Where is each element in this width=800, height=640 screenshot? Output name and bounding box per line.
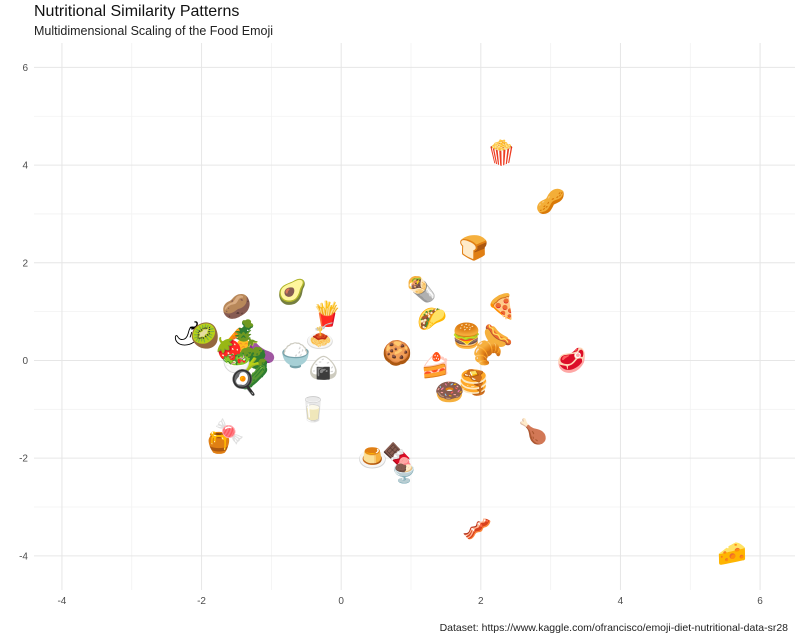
emoji-point-cookie: 🍪	[382, 339, 412, 367]
x-tick-label: -4	[57, 596, 66, 607]
chart-subtitle: Multidimensional Scaling of the Food Emo…	[34, 24, 274, 38]
chart-title: Nutritional Similarity Patterns	[34, 3, 240, 20]
emoji-point-pancakes: 🥞	[459, 368, 489, 397]
emoji-point-cooked-rice: 🍚	[281, 342, 311, 370]
emoji-point-carrot: 🥕	[225, 317, 255, 345]
x-tick-label: 2	[478, 596, 484, 607]
emoji-point-candy: 🍬	[215, 417, 245, 445]
emoji-point-bacon: 🥓	[462, 515, 492, 543]
y-tick-label: -2	[19, 454, 28, 465]
emoji-point-burrito: 🌯	[407, 276, 437, 304]
emoji-point-chocolate-bar: 🍫	[382, 442, 412, 470]
emoji-point-rice-ball: 🍙	[309, 354, 339, 382]
emoji-point-cooking: 🍳	[229, 368, 259, 396]
emoji-point-shortcake: 🍰	[420, 351, 450, 379]
emoji-point-cut-of-meat: 🥩	[557, 346, 587, 374]
emoji-points: 🍿 🥜 🍞 🥑 🌯 🍕 🍟 🌮 🥔🥕 🌶🥝 🍔 🌭🥐 🍍🍓 🍆🥦🥗 🍚🍝 🍙 🍪 🍰 🥩 🥞🍩 🥒 🧀 🍳 🥛 🍯🍬 🍗 🍮🍫🍨 🥓	[172, 139, 747, 567]
emoji-point-eggplant: 🍆	[246, 337, 276, 365]
y-tick-label: 2	[22, 258, 28, 269]
y-tick-label: -4	[19, 551, 28, 562]
minor-gridlines	[34, 43, 795, 590]
emoji-point-pizza: 🍕	[487, 293, 517, 321]
x-tick-label: 0	[338, 596, 344, 607]
emoji-point-fries: 🍟	[312, 300, 342, 328]
emoji-point-pineapple: 🍍	[229, 327, 259, 355]
emoji-point-taco: 🌮	[417, 305, 447, 333]
emoji-point-poultry-leg: 🍗	[518, 417, 548, 445]
emoji-point-cucumber: 🥒	[239, 364, 269, 392]
dataset-caption: Dataset: https://www.kaggle.com/ofrancis…	[439, 622, 788, 634]
emoji-point-cheese-wedge: 🧀	[717, 539, 747, 567]
emoji-point-avocado: 🥑	[277, 276, 307, 306]
x-tick-label: -2	[197, 596, 206, 607]
emoji-point-honey-pot: 🍯	[204, 427, 234, 455]
emoji-point-custard: 🍮	[358, 444, 388, 472]
emoji-point-croissant: 🥐	[473, 339, 503, 367]
x-tick-label: 4	[618, 596, 624, 607]
emoji-point-glass-of-milk: 🥛	[298, 395, 328, 423]
y-tick-label: 4	[22, 161, 28, 172]
x-tick-label: 6	[757, 596, 763, 607]
emoji-point-broccoli: 🥦	[239, 345, 269, 374]
x-axis-tick-labels: -4 -2 0 2 4 6	[57, 596, 763, 607]
y-tick-label: 0	[22, 356, 28, 367]
emoji-point-strawberry: 🍓	[215, 337, 245, 365]
emoji-point-peanuts: 🥜	[536, 186, 566, 216]
y-axis-tick-labels: -4 -2 0 2 4 6	[19, 63, 28, 562]
emoji-point-hamburger: 🍔	[452, 322, 482, 350]
major-gridlines	[34, 43, 795, 590]
emoji-point-spaghetti: 🍝	[305, 322, 335, 350]
emoji-point-hot-dog: 🌭	[483, 322, 513, 350]
emoji-point-doughnut: 🍩	[434, 378, 464, 406]
emoji-point-salad: 🥗	[222, 349, 252, 377]
emoji-point-bread: 🍞	[459, 234, 489, 262]
emoji-point-popcorn: 🍿	[487, 139, 517, 167]
y-tick-label: 6	[22, 63, 28, 74]
emoji-point-potato: 🥔	[222, 293, 252, 321]
emoji-point-hot-pepper: 🌶	[172, 320, 202, 348]
emoji-point-kiwi: 🥝	[190, 320, 220, 350]
emoji-point-ice-cream: 🍨	[389, 455, 419, 484]
